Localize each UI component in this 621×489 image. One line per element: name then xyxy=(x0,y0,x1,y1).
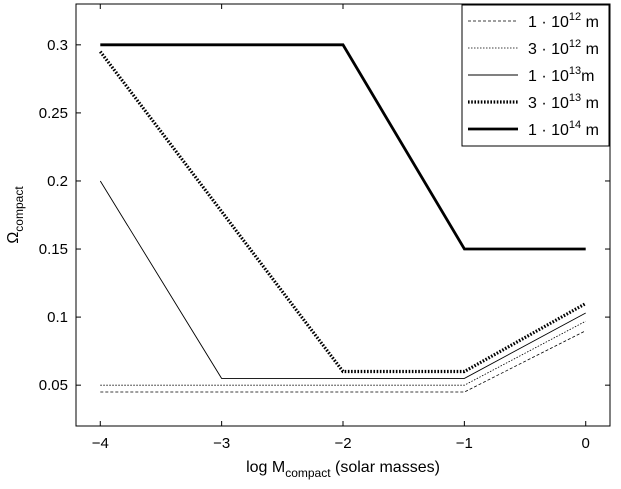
series-line-3 xyxy=(99,180,586,379)
legend-label-1: 1 · 1012 m xyxy=(528,11,599,31)
x-axis-label-main: log M xyxy=(246,459,285,476)
legend-label-unit: m xyxy=(581,68,594,85)
legend-label-unit: m xyxy=(581,122,599,139)
legend-label-exponent: 12 xyxy=(569,38,581,50)
x-tick-label: −2 xyxy=(334,435,351,452)
y-tick-label: 0.2 xyxy=(47,173,68,190)
legend-label-base: 1 · 10 xyxy=(528,122,569,139)
legend-label-unit: m xyxy=(581,95,599,112)
legend-label-exponent: 13 xyxy=(569,92,581,104)
x-axis-label: log Mcompact (solar masses) xyxy=(246,459,440,480)
y-tick-label: 0.05 xyxy=(39,377,68,394)
legend-label-base: 3 · 10 xyxy=(528,41,569,58)
series-line-5 xyxy=(100,43,586,251)
x-tick-label: −4 xyxy=(92,435,109,452)
y-tick-label: 0.15 xyxy=(39,241,68,258)
y-axis-label-subscript: compact xyxy=(12,186,26,232)
legend-label-unit: m xyxy=(581,14,599,31)
x-axis-label-suffix: (solar masses) xyxy=(331,459,440,476)
legend-label-base: 3 · 10 xyxy=(528,95,569,112)
y-axis-label-main: Ω xyxy=(5,232,22,244)
x-axis-label-subscript: compact xyxy=(285,466,331,480)
legend-label-base: 1 · 10 xyxy=(528,68,569,85)
series-line-2 xyxy=(100,320,586,386)
axis-ticks: −4 −3 −2 −1 0 0.05 0.1 0.15 0.2 0.25 0.3 xyxy=(39,4,610,452)
legend-label-exponent: 12 xyxy=(569,11,581,23)
legend-label-3: 1 · 1013m xyxy=(528,65,595,85)
legend-box xyxy=(461,4,610,147)
x-tick-label: −3 xyxy=(213,435,230,452)
x-tick-label: −1 xyxy=(456,435,473,452)
series-line-1 xyxy=(100,330,586,393)
legend-label-exponent: 13 xyxy=(569,65,581,77)
y-tick-label: 0.3 xyxy=(47,37,68,54)
series-line-4 xyxy=(99,50,587,374)
legend-label-exponent: 14 xyxy=(569,119,581,131)
legend-label-2: 3 · 1012 m xyxy=(528,38,599,58)
legend-label-unit: m xyxy=(581,41,599,58)
y-axis-label: Ωcompact xyxy=(5,186,26,244)
y-tick-label: 0.25 xyxy=(39,105,68,122)
x-tick-label: 0 xyxy=(582,435,590,452)
legend-label-4: 3 · 1013 m xyxy=(528,92,599,112)
series-layer xyxy=(99,43,587,393)
legend-label-base: 1 · 10 xyxy=(528,14,569,31)
legend-label-5: 1 · 1014 m xyxy=(528,119,599,139)
y-tick-label: 0.1 xyxy=(47,309,68,326)
